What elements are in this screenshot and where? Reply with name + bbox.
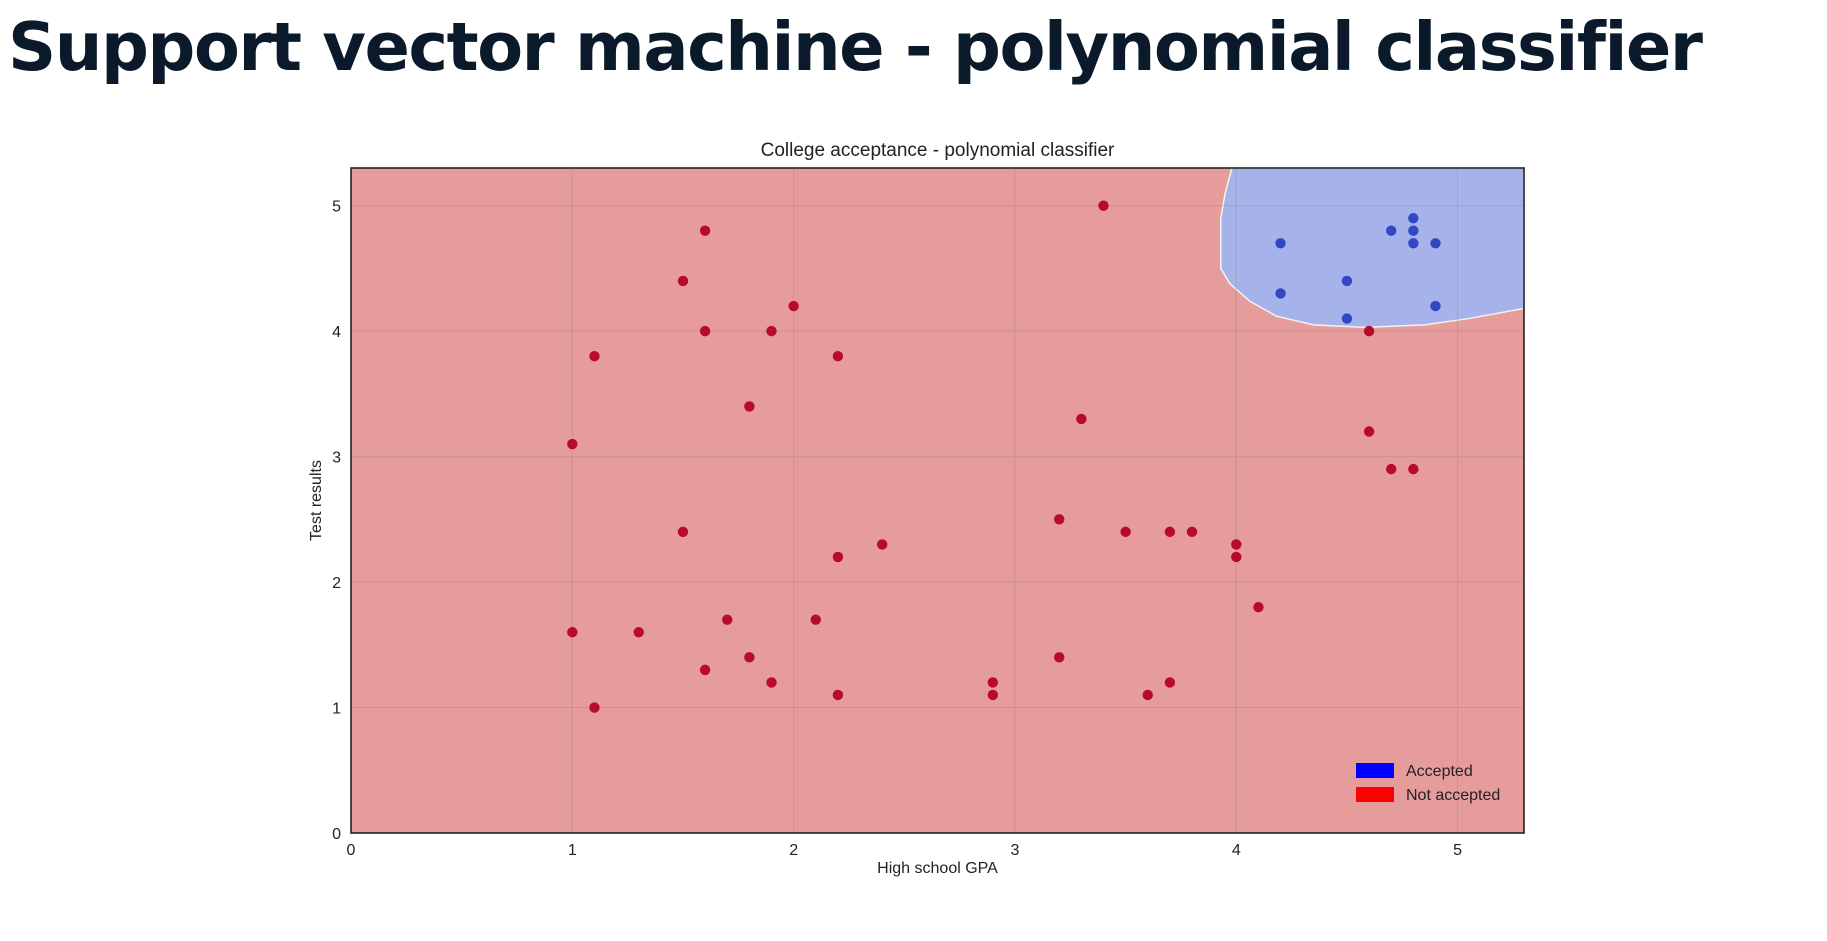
chart-title: College acceptance - polynomial classifi… bbox=[761, 140, 1115, 161]
not-accepted-point bbox=[567, 438, 578, 450]
not-accepted-point bbox=[1120, 526, 1131, 538]
not-accepted-point bbox=[1076, 413, 1087, 425]
not-accepted-point bbox=[832, 689, 844, 701]
x-tick-label: 3 bbox=[1011, 842, 1020, 859]
not-accepted-point bbox=[722, 614, 733, 625]
x-axis-label: High school GPA bbox=[877, 860, 998, 877]
y-tick-label: 0 bbox=[332, 826, 341, 843]
y-tick-label: 4 bbox=[332, 324, 341, 341]
not-accepted-point bbox=[744, 401, 755, 412]
not-accepted-point bbox=[1253, 601, 1264, 613]
not-accepted-point bbox=[699, 664, 711, 676]
page-title: Support vector machine - polynomial clas… bbox=[8, 8, 1703, 86]
accepted-point bbox=[1408, 238, 1419, 249]
y-tick-label: 3 bbox=[332, 450, 341, 467]
accepted-point bbox=[1430, 300, 1441, 312]
not-accepted-point bbox=[1142, 689, 1153, 701]
not-accepted-point bbox=[699, 225, 711, 236]
x-tick-label: 2 bbox=[789, 842, 798, 859]
not-accepted-point bbox=[1363, 426, 1375, 437]
not-accepted-point bbox=[788, 300, 799, 312]
not-accepted-point bbox=[810, 614, 821, 625]
y-axis-label: Test results bbox=[308, 460, 325, 541]
not-accepted-point bbox=[1231, 539, 1242, 550]
not-accepted-point bbox=[766, 677, 777, 688]
y-tick-label: 2 bbox=[332, 575, 341, 592]
not-accepted-point bbox=[677, 275, 689, 287]
accepted-region bbox=[1220, 168, 1524, 329]
not-accepted-point bbox=[1054, 652, 1065, 663]
accepted-point bbox=[1408, 225, 1419, 236]
accepted-point bbox=[1386, 225, 1397, 236]
not-accepted-point bbox=[633, 627, 644, 638]
legend-swatch-not-accepted bbox=[1356, 787, 1394, 802]
not-accepted-point bbox=[1363, 325, 1375, 337]
not-accepted-point bbox=[876, 539, 888, 550]
x-tick-label: 5 bbox=[1453, 842, 1462, 859]
x-tick-label: 4 bbox=[1232, 842, 1241, 859]
not-accepted-point bbox=[1386, 463, 1397, 475]
not-accepted-point bbox=[987, 689, 999, 701]
not-accepted-point bbox=[1408, 463, 1419, 475]
not-accepted-point bbox=[699, 325, 711, 337]
plot-frame bbox=[350, 167, 1525, 834]
accepted-point bbox=[1275, 288, 1286, 299]
not-accepted-point bbox=[1098, 200, 1109, 211]
legend-label-not-accepted: Not accepted bbox=[1406, 787, 1500, 804]
not-accepted-point bbox=[589, 702, 600, 713]
not-accepted-point bbox=[1231, 551, 1242, 563]
not-accepted-point bbox=[832, 551, 844, 563]
accepted-point bbox=[1408, 212, 1419, 224]
y-tick-label: 1 bbox=[332, 701, 341, 718]
x-tick-label: 1 bbox=[568, 842, 577, 859]
legend-label-accepted: Accepted bbox=[1406, 763, 1473, 780]
y-tick-label: 5 bbox=[332, 199, 341, 216]
accepted-point bbox=[1341, 275, 1353, 287]
not-accepted-point bbox=[1164, 677, 1176, 688]
accepted-point bbox=[1430, 238, 1441, 249]
not-accepted-point bbox=[589, 351, 600, 362]
legend-swatch-accepted bbox=[1356, 763, 1394, 778]
not-accepted-point bbox=[987, 677, 999, 688]
not-accepted-point bbox=[567, 627, 578, 638]
accepted-point bbox=[1341, 313, 1353, 324]
not-accepted-point bbox=[1186, 526, 1198, 538]
not-accepted-point bbox=[1054, 514, 1065, 525]
x-tick-label: 0 bbox=[347, 842, 356, 859]
not-accepted-point bbox=[677, 526, 689, 538]
not-accepted-point bbox=[766, 325, 777, 337]
not-accepted-point bbox=[1164, 526, 1176, 538]
not-accepted-point bbox=[832, 351, 844, 362]
accepted-point bbox=[1275, 238, 1286, 249]
not-accepted-point bbox=[744, 652, 755, 663]
